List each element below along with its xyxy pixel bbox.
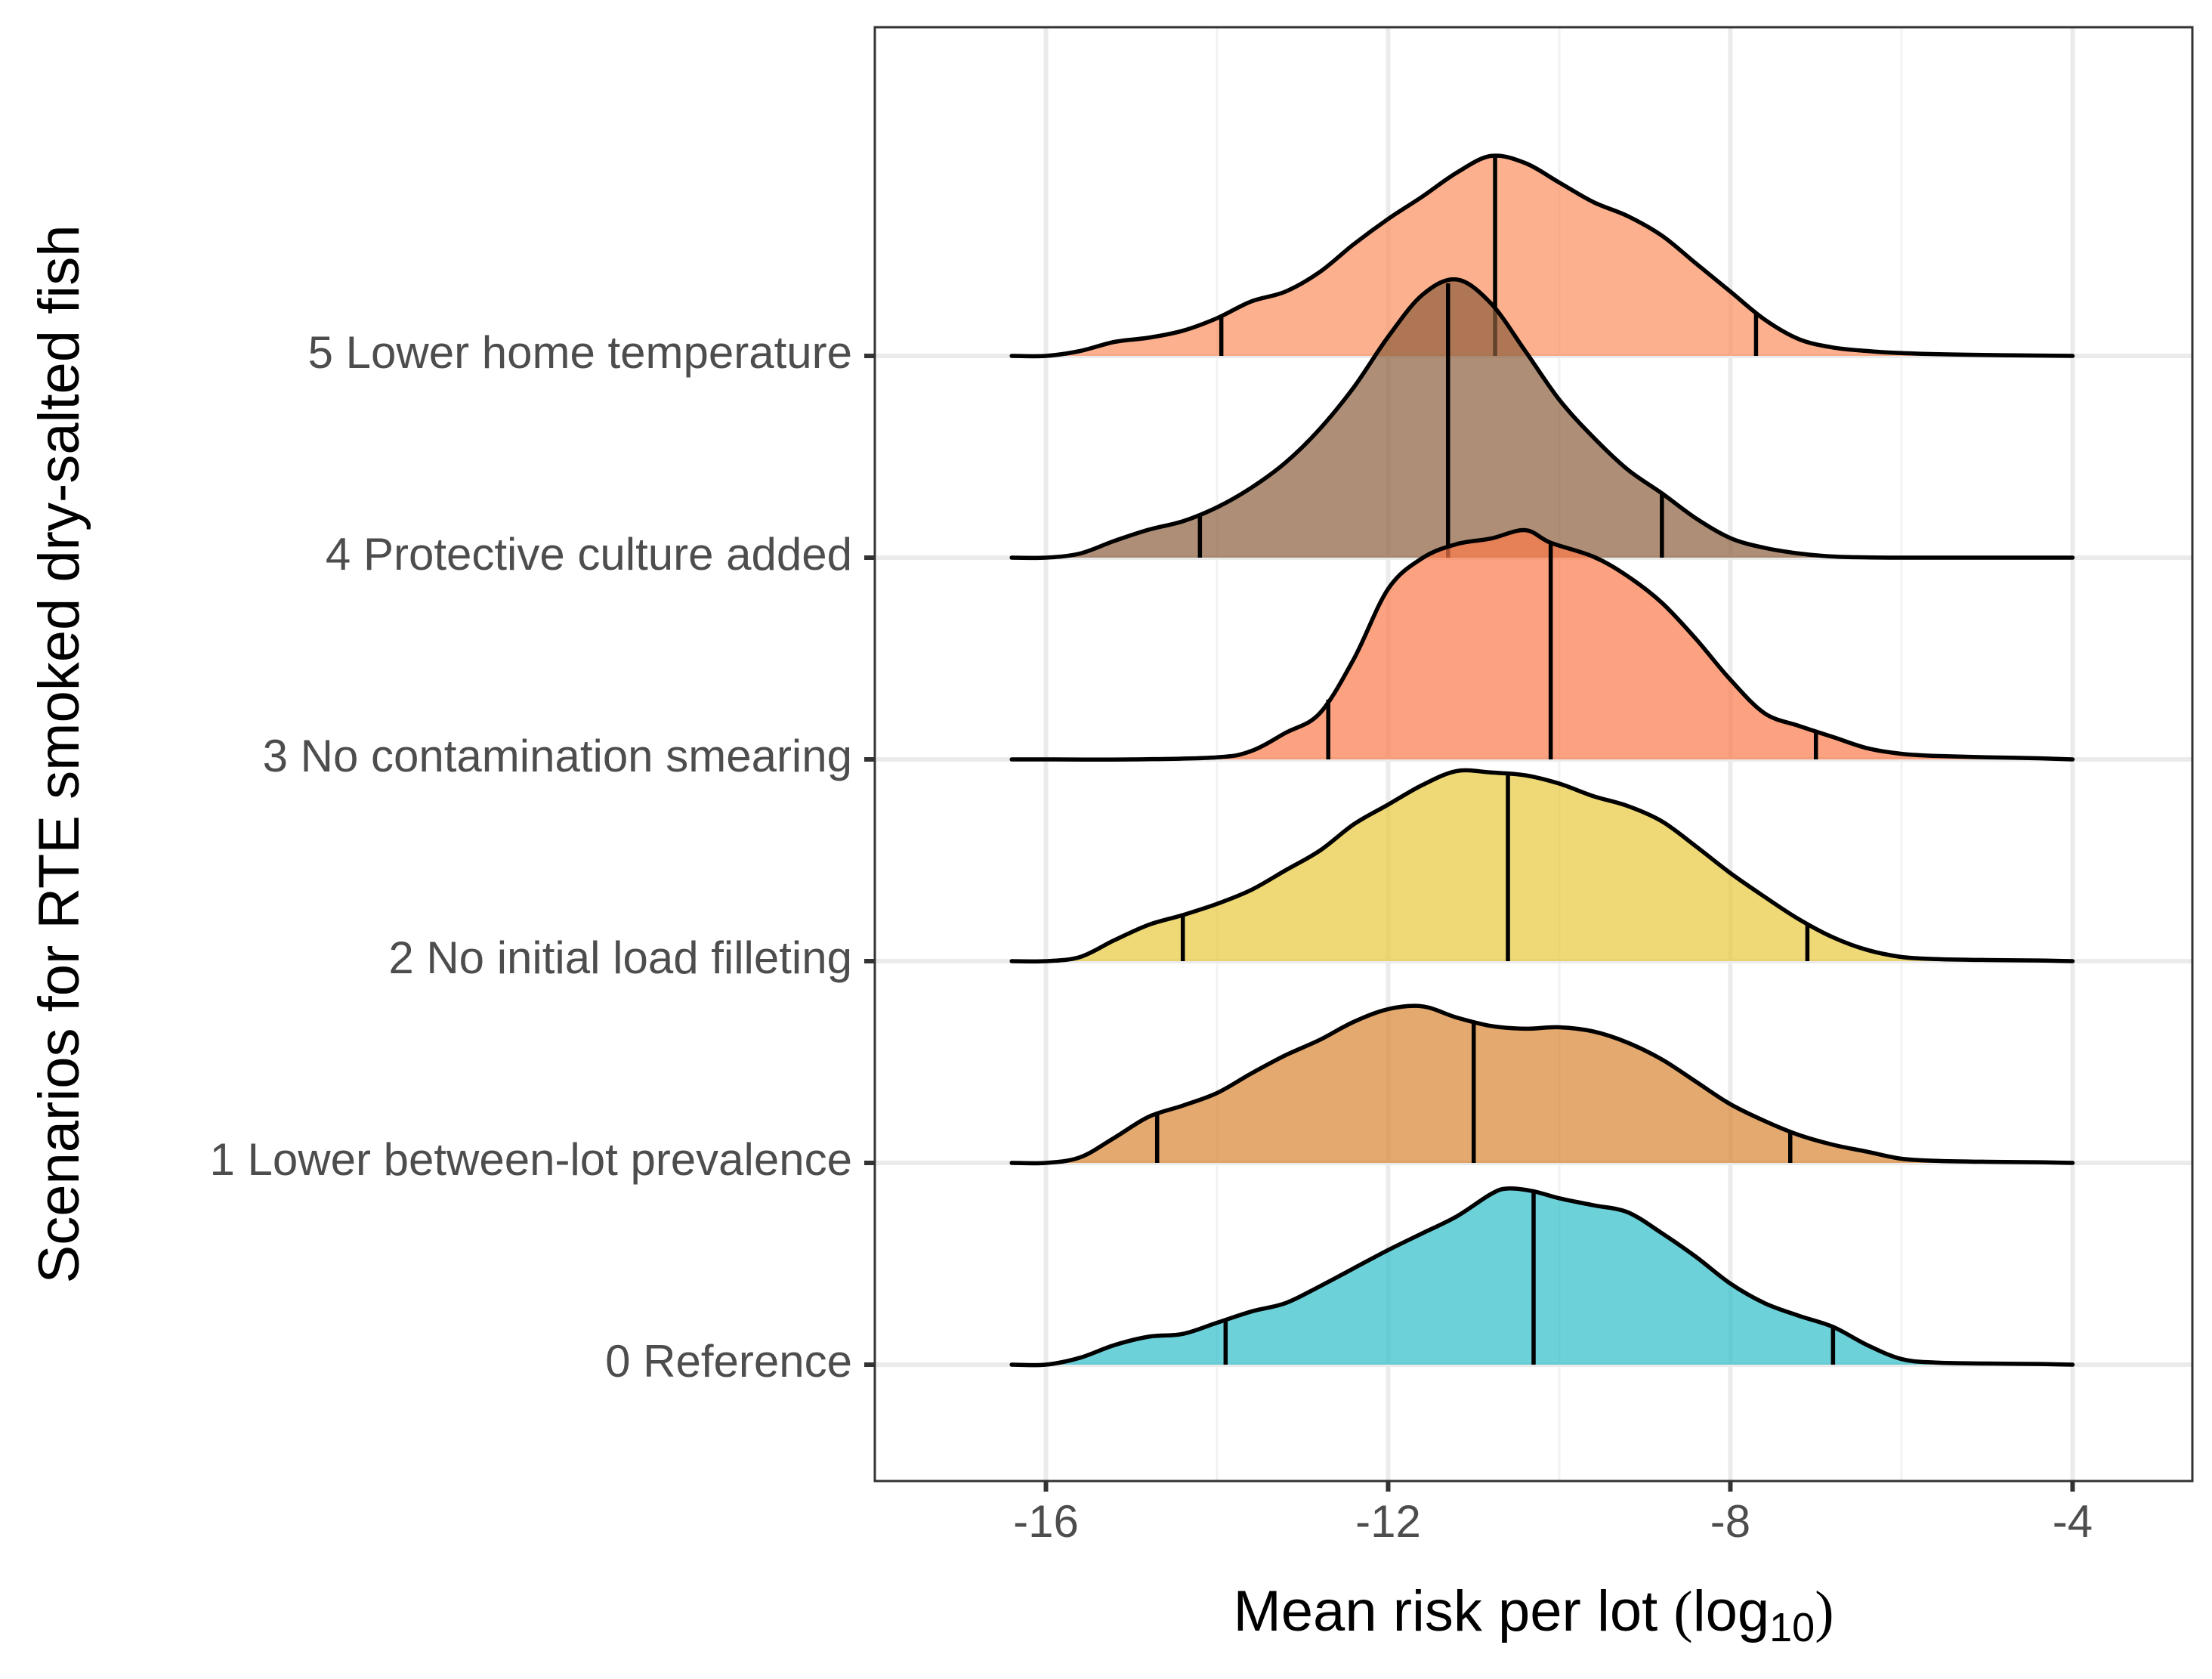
y-tick-label: 2 No initial load filleting <box>388 932 852 983</box>
x-tick-label: -16 <box>1013 1496 1079 1547</box>
ridge-area <box>1012 530 2073 760</box>
x-axis-title-func: log <box>1693 1579 1769 1643</box>
ridge-outline <box>1009 527 2075 762</box>
ridge-3 <box>1009 527 2075 762</box>
y-tick-label: 5 Lower home temperature <box>308 327 852 378</box>
ridge-outline <box>1009 768 2075 964</box>
ridge-area <box>1012 1188 2073 1365</box>
ridge-outline <box>1009 1003 2075 1166</box>
panel-border <box>873 26 2194 1483</box>
x-axis-title-open-paren: ( <box>1673 1580 1692 1643</box>
x-tick-label: -4 <box>2053 1496 2093 1547</box>
ridge-area <box>1012 770 2073 962</box>
x-axis-title-subscript: 10 <box>1769 1605 1815 1650</box>
x-tick-label: -12 <box>1355 1496 1421 1547</box>
ridge-area <box>1012 279 2073 558</box>
x-axis-title-prefix: Mean risk per lot <box>1233 1579 1673 1643</box>
y-tick-label: 4 Protective culture added <box>326 529 852 580</box>
y-tick-label: 0 Reference <box>605 1336 852 1387</box>
ridge-area <box>1012 155 2073 357</box>
y-axis-title: Scenarios for RTE smoked dry-salted fish <box>27 225 91 1284</box>
x-axis-title: Mean risk per lot (log10) <box>1233 1579 1834 1650</box>
ridges <box>1009 153 2075 1368</box>
y-tick-label: 1 Lower between-lot prevalence <box>209 1134 852 1185</box>
x-tick-label: -8 <box>1710 1496 1750 1547</box>
ridge-0 <box>1009 1186 2075 1368</box>
x-axis: -16 -12 -8 -4 <box>1013 1481 2093 1547</box>
ridge-outline <box>1009 1186 2075 1368</box>
ridge-4 <box>1009 277 2075 561</box>
ridge-outline <box>1009 153 2075 359</box>
y-tick-label: 3 No contamination smearing <box>263 731 852 781</box>
ridge-outline <box>1009 277 2075 561</box>
ridge-area <box>1012 1006 2073 1164</box>
ridge-2 <box>1009 768 2075 964</box>
y-axis: 0 Reference 1 Lower between-lot prevalenc… <box>209 327 875 1387</box>
ridge-1 <box>1009 1003 2075 1166</box>
x-axis-title-close-paren: ) <box>1815 1580 1834 1643</box>
